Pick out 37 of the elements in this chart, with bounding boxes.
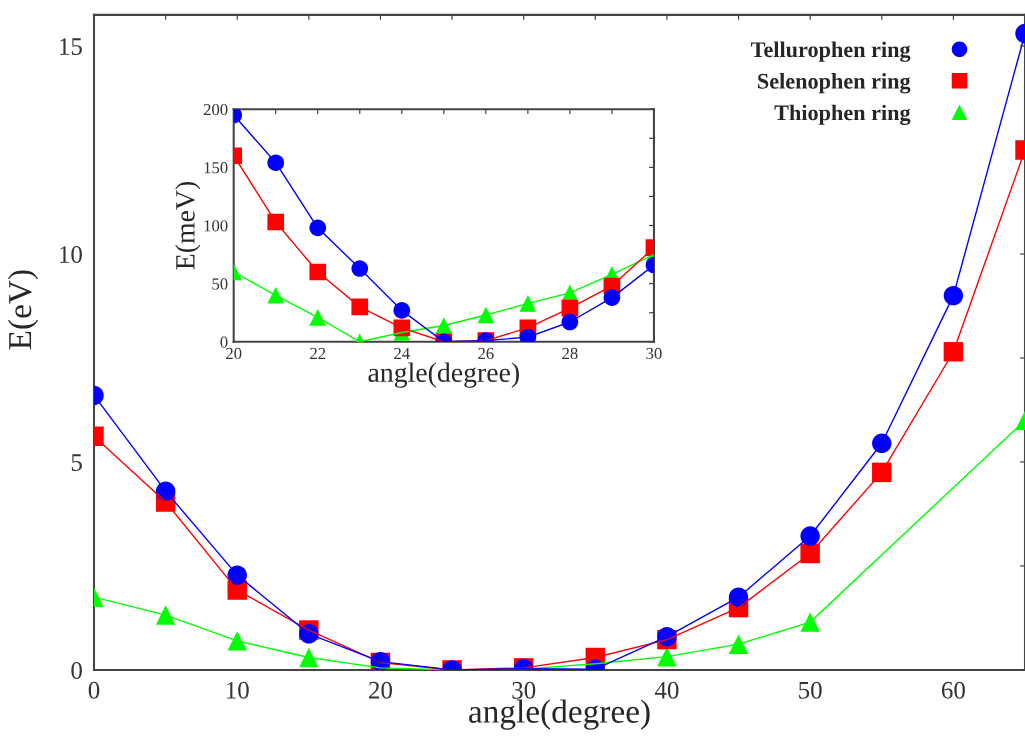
x-tick-label: 26	[478, 347, 494, 360]
y-tick-label: 5	[71, 454, 82, 471]
x-tick-label: 24	[394, 347, 410, 359]
y-tick-label: 0	[71, 662, 82, 679]
point	[227, 631, 247, 651]
y-tick-label: 100	[204, 220, 228, 232]
x-tick-label: 20	[226, 347, 242, 360]
y-tick-label: 200	[203, 103, 228, 116]
point	[519, 295, 537, 312]
y-tick-label: 150	[204, 162, 228, 174]
x-tick-label: 0	[88, 681, 100, 699]
y-tick-label: 0	[220, 336, 228, 348]
x-axis-title: angle(degree)	[469, 699, 650, 730]
point	[299, 647, 319, 668]
y-axis-title: E(meV)	[175, 181, 201, 270]
y-tick-label: 50	[212, 278, 228, 290]
x-tick-label: 28	[562, 347, 578, 360]
x-tick-label: 30	[646, 347, 662, 360]
point	[155, 605, 176, 625]
x-tick-label: 30	[512, 681, 536, 699]
legend-label: Thiophen ring	[774, 104, 911, 126]
x-tick-label: 60	[941, 681, 965, 699]
legend-label: Tellurophen ring	[751, 41, 911, 62]
point	[309, 309, 327, 326]
x-tick-label: 20	[369, 681, 392, 699]
legend-label: Selenophen ring	[758, 73, 911, 94]
y-axis-title: E(eV)	[7, 270, 39, 350]
x-tick-label: 10	[226, 681, 249, 699]
y-tick-label: 15	[60, 38, 82, 55]
x-tick-label: 50	[799, 681, 822, 699]
x-axis-title: angle(degree)	[368, 362, 519, 388]
point	[728, 634, 749, 654]
point	[267, 286, 285, 304]
point	[800, 612, 820, 632]
y-tick-label: 10	[60, 246, 82, 263]
x-tick-label: 22	[310, 347, 326, 359]
x-tick-label: 40	[654, 681, 679, 699]
